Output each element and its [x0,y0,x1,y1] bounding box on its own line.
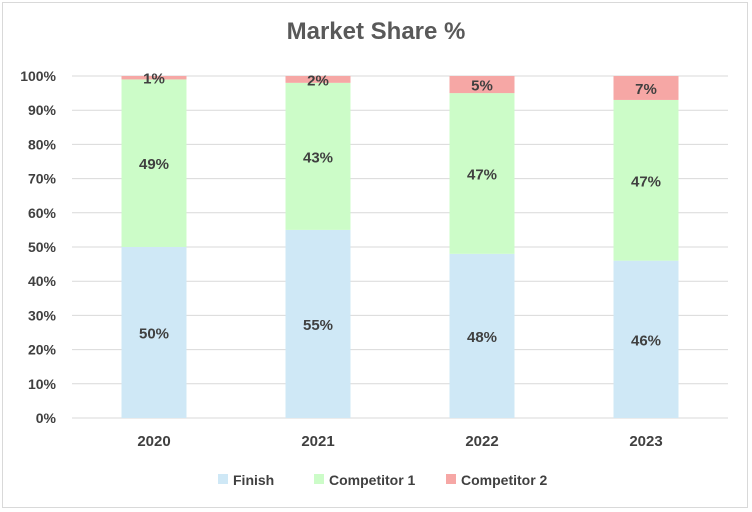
data-label: 46% [631,332,661,349]
x-tick-label: 2020 [137,433,170,450]
bar-segment [121,76,187,80]
bar-segment [121,247,187,418]
bar-segment [613,260,679,418]
bar-segment [285,76,351,83]
y-tick-label: 50% [28,239,57,255]
x-axis: 2020 2021 2022 2023 [137,433,662,450]
bar-segment [449,93,515,254]
data-label: 55% [303,317,333,334]
bar-segment [121,79,187,247]
bar-segment [449,253,515,418]
data-label: 1% [143,71,165,88]
x-tick-label: 2023 [629,433,662,450]
data-label: 47% [467,166,497,183]
y-tick-label: 60% [28,205,57,221]
y-axis: 0% 10% 20% 30% 40% 50% 60% 70% 80% 90% 100% [20,68,56,426]
bar-segment [613,76,679,100]
x-tick-label: 2021 [301,433,334,450]
y-tick-label: 90% [28,102,57,118]
y-tick-label: 80% [28,136,57,152]
data-label: 49% [139,156,169,173]
data-label: 47% [631,173,661,190]
legend: Finish Competitor 1 Competitor 2 [218,472,548,488]
bar-segment [285,82,351,230]
data-label: 50% [139,326,169,343]
legend-swatch [446,474,456,484]
bar-segment [285,229,351,418]
y-tick-label: 100% [20,68,56,84]
y-tick-label: 70% [28,171,57,187]
data-label: 7% [635,81,657,98]
legend-label: Competitor 1 [329,472,416,488]
data-label: 48% [467,329,497,346]
legend-swatch [218,474,228,484]
y-tick-label: 0% [36,410,57,426]
legend-label: Finish [233,472,274,488]
y-tick-label: 30% [28,307,57,323]
bars: 50% 49% 1% 55% 43% 2% 48% 47% 5% 46% 47% 7% [121,71,679,418]
data-label: 5% [471,78,493,95]
y-tick-label: 20% [28,342,57,358]
x-tick-label: 2022 [465,433,498,450]
y-tick-label: 40% [28,273,57,289]
legend-swatch [314,474,324,484]
legend-label: Competitor 2 [461,472,548,488]
data-label: 2% [307,72,329,89]
bar-segment [613,99,679,261]
y-tick-label: 10% [28,376,57,392]
bar-segment [449,76,515,94]
chart-title: Market Share % [286,18,466,45]
data-label: 43% [303,149,333,166]
